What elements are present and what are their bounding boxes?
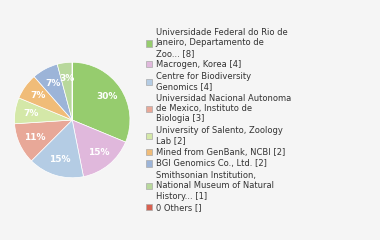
Text: 7%: 7% bbox=[31, 91, 46, 100]
Text: 30%: 30% bbox=[96, 92, 117, 101]
Text: 11%: 11% bbox=[24, 133, 45, 142]
Wedge shape bbox=[72, 120, 125, 177]
Text: 15%: 15% bbox=[49, 155, 71, 164]
Wedge shape bbox=[32, 120, 84, 178]
Text: 15%: 15% bbox=[88, 148, 109, 157]
Text: 7%: 7% bbox=[24, 109, 39, 118]
Text: 3%: 3% bbox=[59, 74, 74, 83]
Legend: Universidade Federal do Rio de
Janeiro, Departamento de
Zoo... [8], Macrogen, Ko: Universidade Federal do Rio de Janeiro, … bbox=[145, 27, 292, 213]
Wedge shape bbox=[72, 62, 130, 142]
Text: 7%: 7% bbox=[45, 79, 60, 88]
Wedge shape bbox=[19, 77, 72, 120]
Wedge shape bbox=[34, 64, 72, 120]
Wedge shape bbox=[14, 98, 72, 124]
Wedge shape bbox=[14, 120, 72, 161]
Wedge shape bbox=[57, 62, 72, 120]
